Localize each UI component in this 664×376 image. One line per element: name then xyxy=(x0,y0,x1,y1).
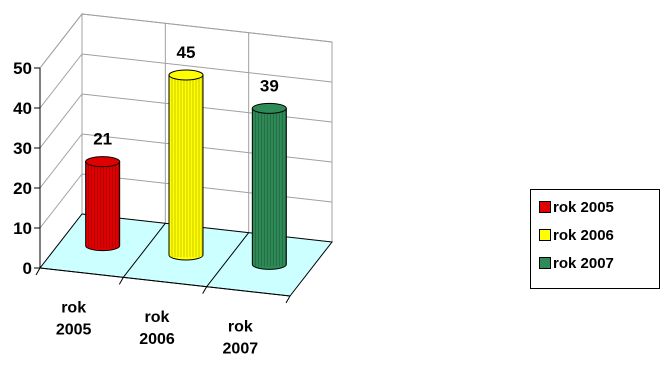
x-tick xyxy=(202,286,208,294)
legend-label-2005: rok 2005 xyxy=(553,198,614,216)
x-tick-label-line: rok xyxy=(228,318,253,335)
gridline-side xyxy=(39,53,83,109)
gridline-back xyxy=(81,133,333,163)
gridline-back xyxy=(81,53,333,83)
legend-swatch-2005 xyxy=(539,201,551,213)
legend-label-2007: rok 2007 xyxy=(553,254,614,272)
legend-swatch-2007 xyxy=(539,257,551,269)
legend-label-2006: rok 2006 xyxy=(553,226,614,244)
gridline-side xyxy=(39,13,83,69)
y-tick-label: 20 xyxy=(13,179,32,198)
gridline-side xyxy=(39,133,83,189)
legend-swatch-2006 xyxy=(539,229,551,241)
x-tick-label: rok 2005 xyxy=(56,300,92,339)
x-tick-label: rok 2007 xyxy=(223,318,259,357)
legend-item-2007: rok 2007 xyxy=(539,254,614,272)
x-tick-label-line: 2007 xyxy=(223,340,259,357)
legend: rok 2005 rok 2006 rok 2007 xyxy=(530,189,660,289)
x-tick xyxy=(285,295,291,304)
x-axis xyxy=(39,267,291,297)
bar-top xyxy=(85,156,121,168)
y-tick-label: 0 xyxy=(23,259,32,278)
gridline-side xyxy=(39,93,83,149)
x-tick-label-line: rok xyxy=(61,300,86,317)
x-tick-label-line: 2006 xyxy=(139,331,175,348)
x-tick-label: rok 2006 xyxy=(139,309,175,348)
y-tick-label: 50 xyxy=(13,59,32,78)
gridline-side xyxy=(39,173,83,229)
bar-top xyxy=(168,69,204,81)
bar-top xyxy=(251,102,287,114)
data-label: 39 xyxy=(260,76,279,95)
floor-divider xyxy=(206,232,250,287)
x-tick xyxy=(35,267,41,276)
y-tick-label: 30 xyxy=(13,139,32,158)
gridline-back xyxy=(81,173,333,203)
legend-item-2005: rok 2005 xyxy=(539,198,614,216)
floor-divider xyxy=(122,223,166,278)
x-tick-label-line: rok xyxy=(145,309,170,326)
legend-item-2006: rok 2006 xyxy=(539,226,614,244)
y-tick-label: 10 xyxy=(13,219,32,238)
bar-rok-2007 xyxy=(251,107,287,270)
x-tick xyxy=(118,277,124,285)
gridline-back xyxy=(81,93,333,123)
gridline-back xyxy=(81,13,333,43)
data-label: 21 xyxy=(93,130,112,149)
data-label: 45 xyxy=(177,43,196,62)
bar-rok-2006 xyxy=(168,74,204,261)
y-tick-label: 40 xyxy=(13,99,32,118)
x-tick-label-line: 2005 xyxy=(56,322,92,339)
bar-rok-2005 xyxy=(85,161,121,252)
